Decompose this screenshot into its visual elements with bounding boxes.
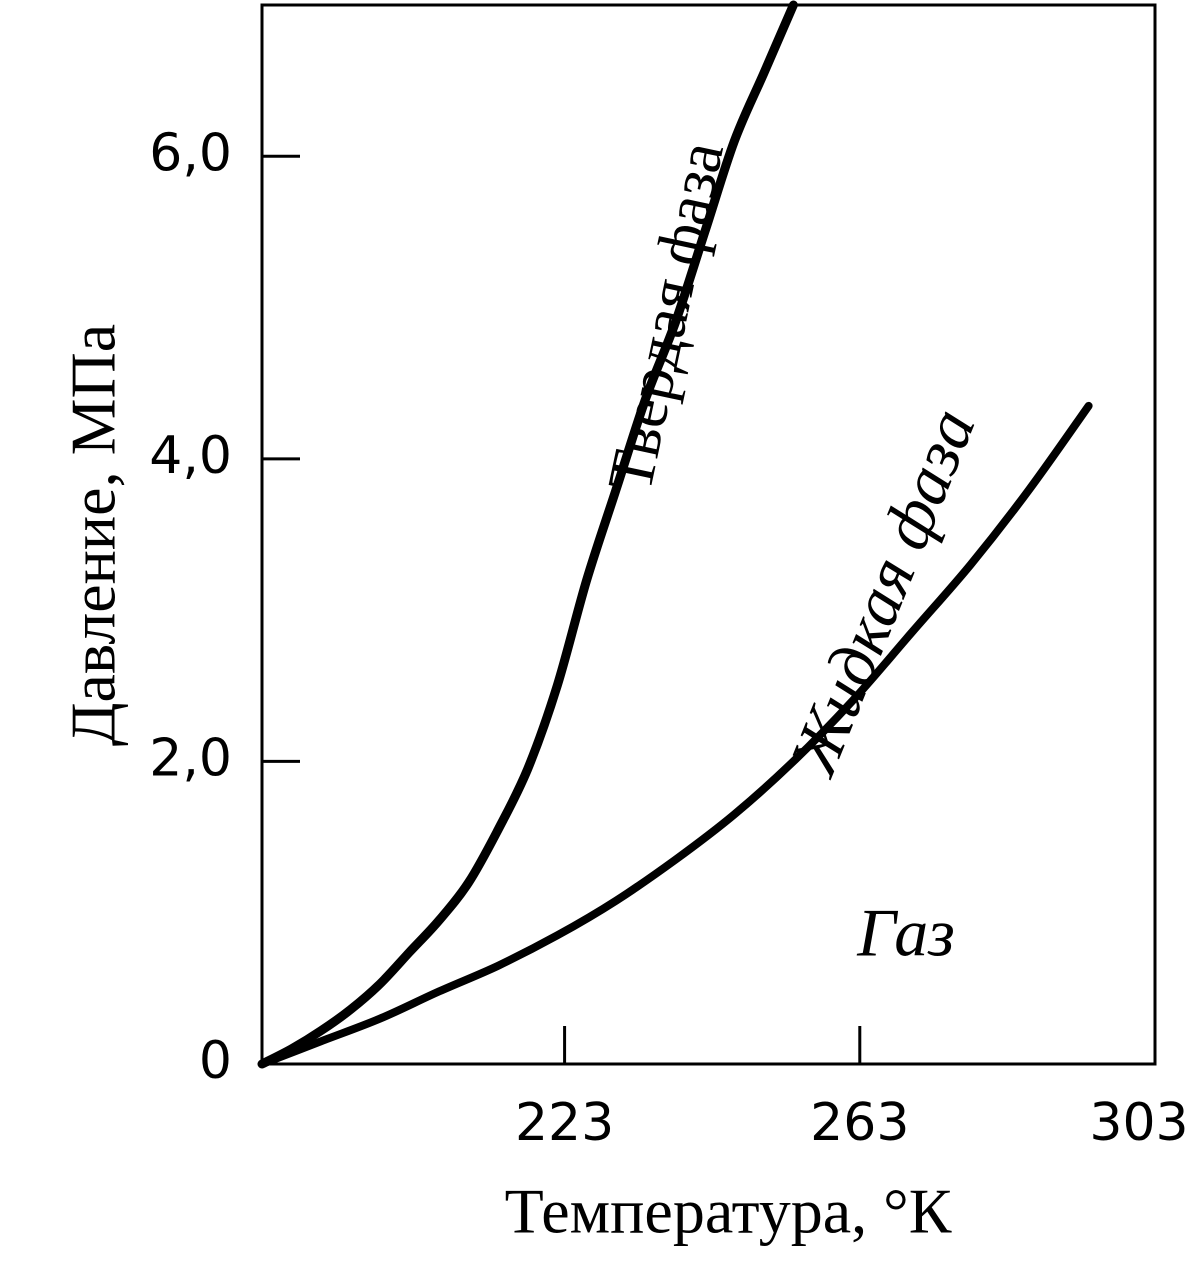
solid-phase-label: Твердая фаза <box>594 135 737 497</box>
solid-phase-curve <box>257 0 798 1069</box>
liquid-phase-curve <box>258 401 1093 1068</box>
series-curves <box>257 0 1093 1069</box>
x-tick-label: 223 <box>515 1093 614 1153</box>
x-axis-title: Температура, °К <box>505 1176 952 1247</box>
x-axis-ticks: 223 263 303 <box>515 1026 1189 1153</box>
y-tick-label: 6,0 <box>149 123 232 183</box>
y-tick-label: 0 <box>199 1031 232 1091</box>
y-tick-label: 2,0 <box>149 728 232 788</box>
gas-region-label: Газ <box>856 895 955 971</box>
x-tick-label: 303 <box>1089 1093 1188 1153</box>
x-tick-label: 263 <box>810 1093 909 1153</box>
plot-frame <box>260 3 1157 1066</box>
y-tick-label: 4,0 <box>149 426 232 486</box>
y-axis-ticks: 0 2,0 4,0 6,0 <box>149 123 300 1091</box>
y-axis-title: Давление, МПа <box>58 324 129 746</box>
liquid-phase-label: Жидкая фаза <box>774 398 990 786</box>
